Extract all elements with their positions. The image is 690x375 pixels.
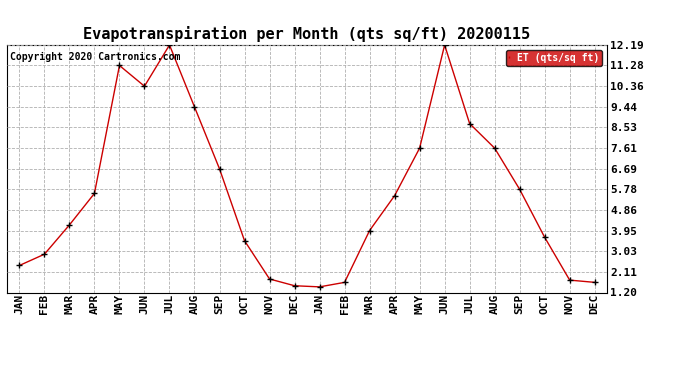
Text: Copyright 2020 Cartronics.com: Copyright 2020 Cartronics.com [10, 53, 180, 63]
Legend: ET (qts/sq ft): ET (qts/sq ft) [506, 50, 602, 66]
Title: Evapotranspiration per Month (qts sq/ft) 20200115: Evapotranspiration per Month (qts sq/ft)… [83, 27, 531, 42]
